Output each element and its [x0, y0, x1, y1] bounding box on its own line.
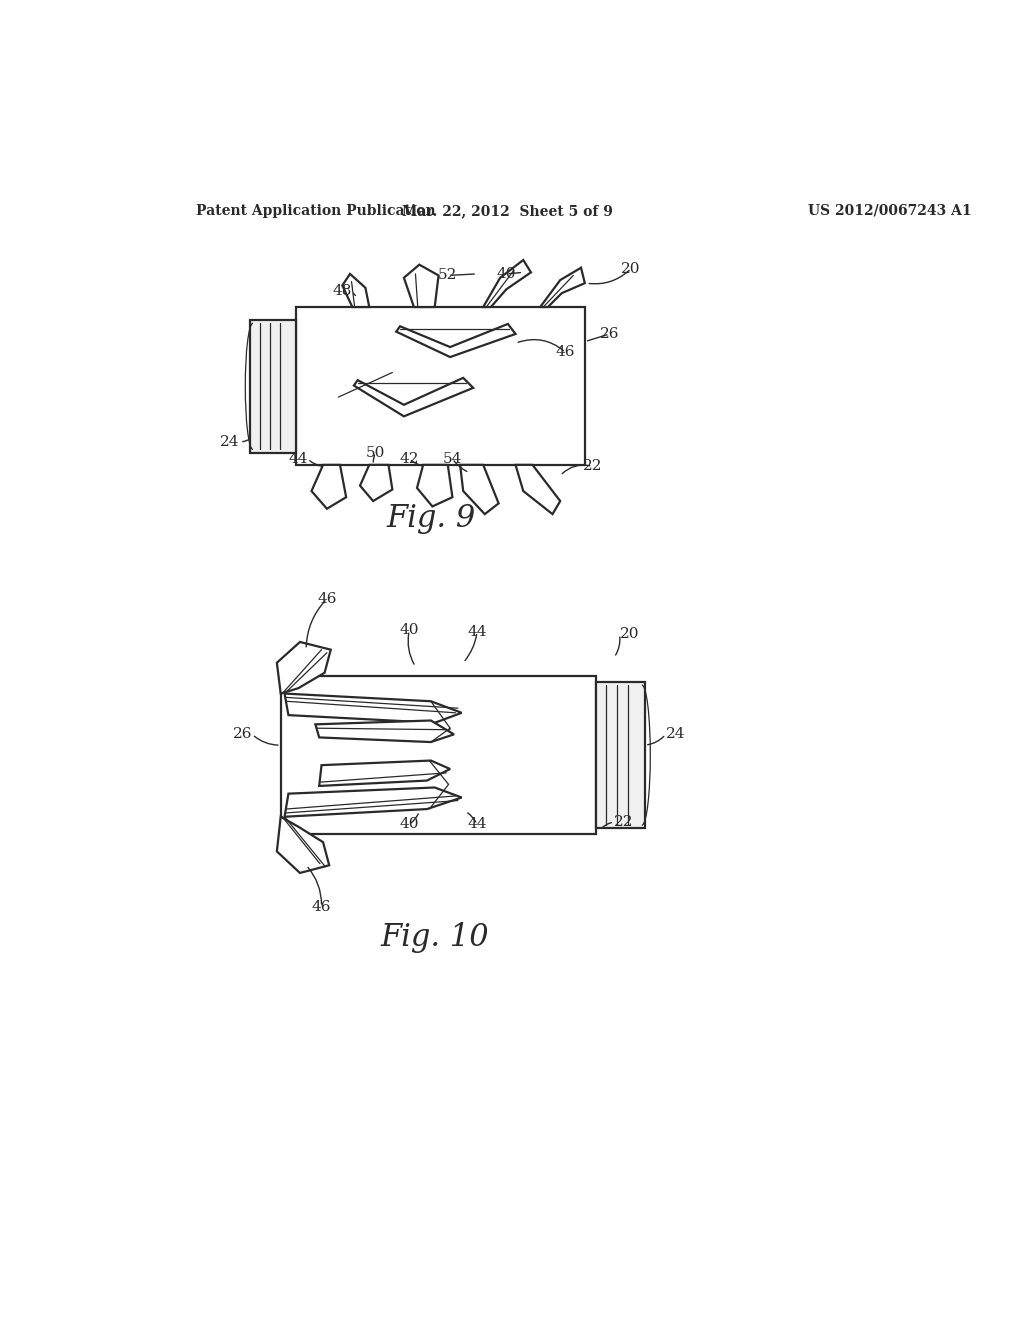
Polygon shape	[315, 721, 454, 742]
Text: 54: 54	[442, 451, 462, 466]
Text: US 2012/0067243 A1: US 2012/0067243 A1	[808, 203, 972, 218]
Text: 42: 42	[399, 451, 419, 466]
Polygon shape	[515, 465, 560, 515]
Text: 50: 50	[366, 446, 385, 459]
Polygon shape	[483, 260, 531, 308]
Text: 46: 46	[311, 900, 332, 913]
Text: 52: 52	[438, 268, 458, 282]
Polygon shape	[276, 817, 330, 873]
Text: 22: 22	[614, 816, 634, 829]
Polygon shape	[417, 465, 453, 507]
Text: 40: 40	[399, 817, 419, 832]
Polygon shape	[250, 321, 296, 453]
Polygon shape	[403, 264, 438, 308]
Polygon shape	[596, 682, 645, 829]
Text: 26: 26	[232, 727, 252, 742]
Text: 48: 48	[333, 284, 352, 298]
Text: 20: 20	[622, 261, 641, 276]
Text: 44: 44	[288, 451, 307, 466]
Text: 46: 46	[317, 591, 337, 606]
Polygon shape	[285, 693, 462, 723]
Text: 44: 44	[467, 817, 486, 832]
Text: 44: 44	[467, 624, 486, 639]
Text: 24: 24	[666, 727, 685, 742]
Polygon shape	[342, 275, 370, 308]
Text: 40: 40	[497, 267, 516, 281]
Text: Fig. 10: Fig. 10	[380, 923, 489, 953]
Polygon shape	[396, 323, 515, 358]
Text: 20: 20	[620, 627, 639, 642]
Text: Fig. 9: Fig. 9	[386, 503, 475, 535]
Text: 22: 22	[583, 459, 602, 474]
Polygon shape	[276, 642, 331, 693]
Text: Mar. 22, 2012  Sheet 5 of 9: Mar. 22, 2012 Sheet 5 of 9	[402, 203, 613, 218]
Text: Patent Application Publication: Patent Application Publication	[196, 203, 435, 218]
Text: 40: 40	[399, 623, 419, 638]
Polygon shape	[319, 760, 451, 785]
Text: 46: 46	[556, 346, 575, 359]
Polygon shape	[360, 465, 392, 502]
Polygon shape	[281, 676, 596, 834]
Polygon shape	[541, 268, 585, 308]
Text: 24: 24	[220, 434, 240, 449]
Polygon shape	[296, 308, 585, 465]
Polygon shape	[460, 465, 499, 515]
Text: 26: 26	[600, 327, 620, 341]
Polygon shape	[311, 465, 346, 508]
Polygon shape	[354, 378, 473, 416]
Polygon shape	[285, 788, 462, 817]
